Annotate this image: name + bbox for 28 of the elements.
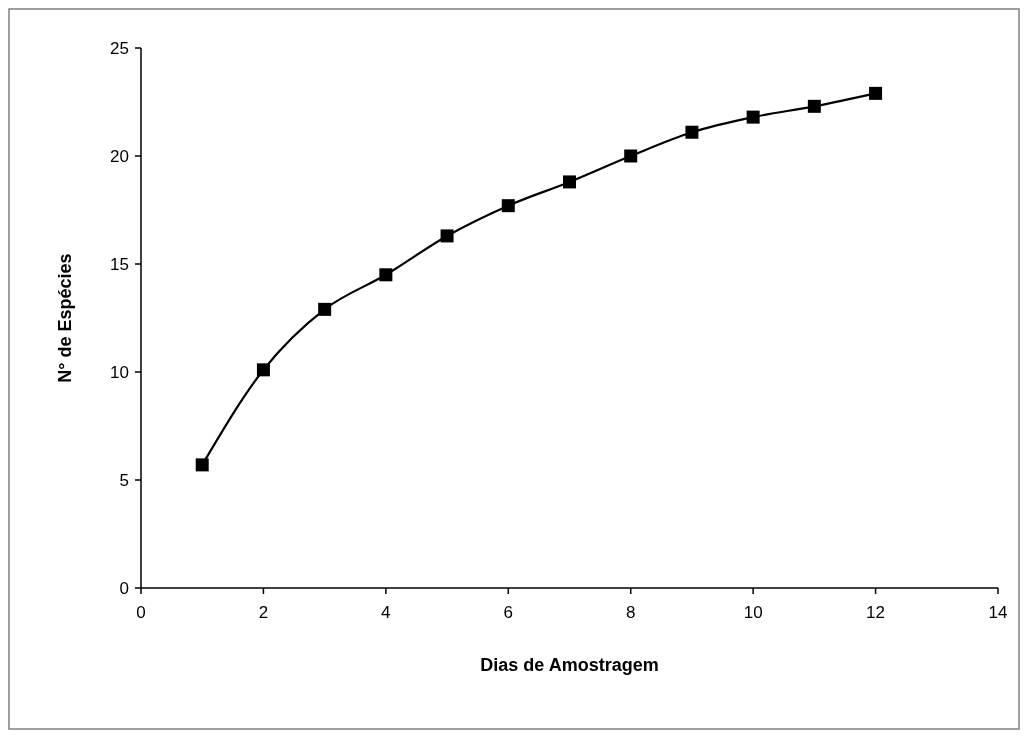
y-tick-label: 10 bbox=[110, 362, 129, 382]
y-tick-label: 5 bbox=[119, 470, 129, 490]
x-tick-label: 12 bbox=[866, 603, 886, 622]
x-tick-label: 14 bbox=[988, 603, 1008, 622]
point bbox=[195, 458, 209, 472]
y-tick-label: 20 bbox=[110, 146, 129, 166]
x-tick-label: 6 bbox=[503, 603, 514, 622]
point bbox=[318, 302, 332, 316]
point bbox=[807, 99, 821, 113]
x-tick-label: 2 bbox=[258, 603, 269, 622]
y-axis-title: N° de Espécies bbox=[55, 253, 75, 383]
point bbox=[379, 268, 393, 282]
point bbox=[685, 125, 699, 139]
point bbox=[563, 175, 576, 189]
point bbox=[440, 229, 454, 243]
x-tick-label: 4 bbox=[381, 603, 391, 622]
x-tick-label: 10 bbox=[743, 603, 763, 622]
y-tick-label: 0 bbox=[119, 578, 129, 598]
point bbox=[746, 110, 760, 124]
point bbox=[869, 86, 883, 100]
point bbox=[624, 149, 638, 163]
point bbox=[256, 363, 270, 377]
y-tick-label: 25 bbox=[110, 38, 129, 58]
x-tick-label: 0 bbox=[136, 603, 146, 622]
point bbox=[501, 199, 515, 213]
x-axis-title: Dias de Amostragem bbox=[480, 655, 659, 675]
x-tick-label: 8 bbox=[625, 603, 636, 622]
y-tick-label: 15 bbox=[110, 254, 129, 274]
